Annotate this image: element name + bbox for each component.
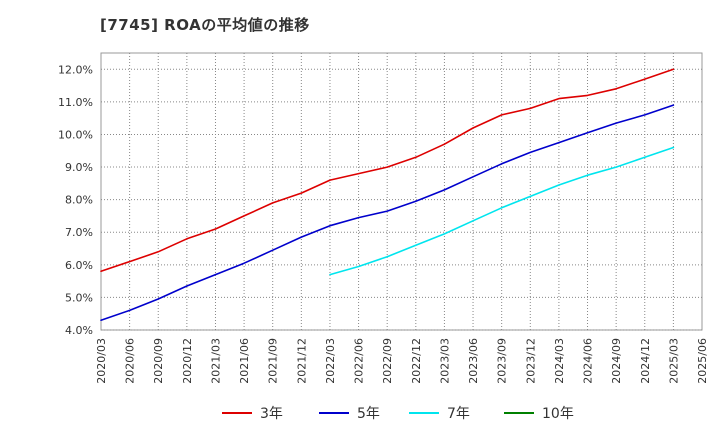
legend-label-2: 5年 [357, 406, 380, 422]
y-tick-label: 7.0% [65, 226, 93, 239]
x-tick-label: 2024/06 [582, 338, 595, 384]
plot-area [100, 52, 703, 331]
x-tick-label: 2021/03 [209, 338, 222, 384]
x-tick-label: 2024/03 [553, 338, 566, 384]
x-tick-label: 2021/12 [295, 338, 308, 384]
x-tick-label: 2023/06 [467, 338, 480, 384]
y-tick-label: 5.0% [65, 291, 93, 304]
y-tick-label: 9.0% [65, 161, 93, 174]
x-tick-label: 2022/06 [353, 338, 366, 384]
x-tick-label: 2022/09 [381, 338, 394, 384]
series-line-3 [329, 146, 675, 276]
x-tick-label: 2022/12 [410, 338, 423, 384]
y-tick-label: 12.0% [58, 63, 93, 76]
y-tick-label: 4.0% [65, 324, 93, 337]
x-tick-label: 2020/09 [152, 338, 165, 384]
x-tick-label: 2024/09 [610, 338, 623, 384]
x-tick-label: 2025/06 [696, 338, 709, 384]
x-tick-label: 2021/09 [267, 338, 280, 384]
y-tick-label: 8.0% [65, 194, 93, 207]
x-tick-label: 2024/12 [639, 338, 652, 384]
x-tick-label: 2023/09 [496, 338, 509, 384]
legend-label-1: 3年 [260, 406, 283, 422]
y-tick-label: 11.0% [58, 96, 93, 109]
chart-title: [7745] ROAの平均値の推移 [100, 16, 310, 34]
x-tick-label: 2023/03 [438, 338, 451, 384]
y-tick-label: 6.0% [65, 259, 93, 272]
series-line-2 [100, 104, 675, 322]
x-tick-label: 2022/03 [324, 338, 337, 384]
x-tick-label: 2020/12 [181, 338, 194, 384]
x-tick-label: 2020/06 [124, 338, 137, 384]
x-tick-label: 2025/03 [667, 338, 680, 384]
legend-label-3: 7年 [447, 406, 470, 422]
x-tick-label: 2023/12 [524, 338, 537, 384]
x-tick-label: 2020/03 [95, 338, 108, 384]
legend-label-4: 10年 [542, 406, 574, 422]
y-tick-label: 10.0% [58, 128, 93, 141]
series-line-1 [100, 68, 675, 273]
x-tick-label: 2021/06 [238, 338, 251, 384]
